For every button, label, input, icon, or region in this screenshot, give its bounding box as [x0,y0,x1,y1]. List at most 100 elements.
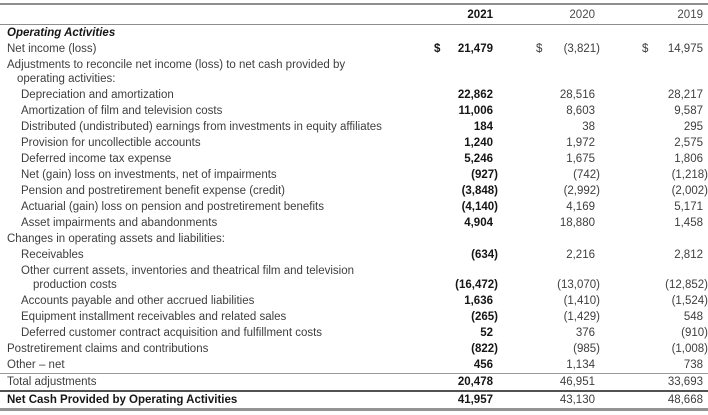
value-2019: 1,458 [674,217,703,229]
dollar-sign: $ [642,43,649,55]
value-2021: 11,006 [458,105,493,117]
row-label: Deferred income tax expense [21,153,172,165]
value-2019: 2,575 [674,137,703,149]
value-2019: 9,587 [674,105,703,117]
value-2021: (927) [471,169,498,181]
value-2021: (16,472) [455,279,498,291]
table-row: Actuarial (gain) loss on pension and pos… [0,199,708,215]
value-2020: 46,951 [559,376,595,388]
table-row: Distributed (undistributed) earnings fro… [0,119,708,135]
row-label: Postretirement claims and contributions [7,343,209,355]
row-label: Other current assets, inventories and th… [21,265,355,291]
table-row: Receivables (634) 2,216 2,812 [0,247,708,263]
value-2021: 456 [473,359,493,371]
row-label: Net (gain) loss on investments, net of i… [21,169,277,181]
row-label: Asset impairments and abandonments [21,217,218,229]
value-2019: (910) [681,327,708,339]
statement-table: Operating Activities Net income (loss) $21… [0,25,708,411]
row-label: Other – net [7,359,65,371]
row-label: Adjustments to reconcile net income (los… [7,59,346,85]
value-2020: (13,070) [557,279,600,291]
table-row: Other – net 456 1,134 738 [0,357,708,373]
table-row: Provision for uncollectible accounts 1,24… [0,135,708,151]
value-2021: (3,848) [461,185,498,197]
value-2019: 48,668 [667,394,703,406]
value-2020: 2,216 [566,249,595,261]
value-2020: 1,134 [566,359,595,371]
year-column-header: 2020 [569,9,595,21]
net-income-row: Net income (loss) $21,479 $ (3,821) $14,975 [0,41,708,57]
value-2020: 28,516 [559,89,595,101]
value-2020: 1,972 [566,137,595,149]
value-2020: 4,169 [566,201,595,213]
value-2020: 1,675 [566,153,595,165]
row-label: Equipment installment receivables and re… [21,311,287,323]
value-2021: (634) [471,249,498,261]
value-2019: 738 [683,359,703,371]
row-label: Amortization of film and television cost… [21,105,223,117]
row-label: Operating Activities [7,27,116,39]
value-2020: (1,410) [563,295,600,307]
table-row: Postretirement claims and contributions (… [0,341,708,357]
value-2019: 295 [683,121,703,133]
value-2019: (1,008) [671,343,708,355]
table-row: Deferred customer contract acquisition a… [0,325,708,341]
dollar-sign: $ [536,43,543,55]
value-2020: (3,821) [563,43,600,55]
row-label: Total adjustments [7,376,97,388]
net-cash-operating-row: Net Cash Provided by Operating Activitie… [0,390,708,411]
changes-heading: Changes in operating assets and liabilit… [0,231,708,247]
table-row: Equipment installment receivables and re… [0,309,708,325]
row-label: Depreciation and amortization [21,89,174,101]
row-label: Actuarial (gain) loss on pension and pos… [21,201,325,213]
table-row: Other current assets, inventories and th… [0,263,708,293]
row-label: Distributed (undistributed) earnings fro… [21,121,382,133]
value-2020: 18,880 [559,217,595,229]
value-2019: 548 [683,311,703,323]
table-row: Pension and postretirement benefit expen… [0,183,708,199]
row-label: Changes in operating assets and liabilit… [7,233,225,245]
value-2019: 33,693 [667,376,703,388]
year-header-row: 2021 2020 2019 [0,5,708,25]
row-label: Accounts payable and other accrued liabi… [21,295,255,307]
value-2021: 22,862 [457,89,493,101]
value-2020: 43,130 [559,394,595,406]
row-label: Pension and postretirement benefit expen… [21,185,286,197]
value-2019: 1,806 [674,153,703,165]
row-label: Net income (loss) [7,43,97,55]
value-2021: 1,240 [464,137,493,149]
value-2021: 20,478 [457,376,493,388]
table-row: Depreciation and amortization 22,862 28,51… [0,87,708,103]
value-2019: 5,171 [674,201,703,213]
value-2020: (1,429) [563,311,600,323]
value-2021: 41,957 [457,394,493,406]
value-2019: (2,002) [671,185,708,197]
total-adjustments-row: Total adjustments 20,478 46,951 33,693 [0,373,708,390]
year-column-header: 2021 [467,9,493,21]
value-2021: 5,246 [464,153,493,165]
table-row: Net (gain) loss on investments, net of i… [0,167,708,183]
row-label: Receivables [21,249,84,261]
row-label: Provision for uncollectible accounts [21,137,201,149]
value-2019: (12,852) [665,279,708,291]
row-label: Deferred customer contract acquisition a… [21,327,323,339]
value-2019: 14,975 [667,43,703,55]
value-2021: 184 [473,121,493,133]
value-2021: 4,904 [464,217,493,229]
table-row: Accounts payable and other accrued liabi… [0,293,708,309]
value-2020: 376 [575,327,595,339]
value-2019: (1,524) [671,295,708,307]
value-2020: 38 [582,121,595,133]
year-column-header: 2019 [677,9,703,21]
dollar-sign: $ [434,43,441,55]
value-2019: (1,218) [671,169,708,181]
operating-activities-heading: Operating Activities [0,25,708,41]
value-2020: (2,992) [563,185,600,197]
top-rule [0,3,708,5]
value-2021: (265) [471,311,498,323]
value-2020: (985) [573,343,600,355]
table-row: Asset impairments and abandonments 4,904 1… [0,215,708,231]
value-2021: (4,140) [461,201,498,213]
value-2021: 21,479 [457,43,493,55]
